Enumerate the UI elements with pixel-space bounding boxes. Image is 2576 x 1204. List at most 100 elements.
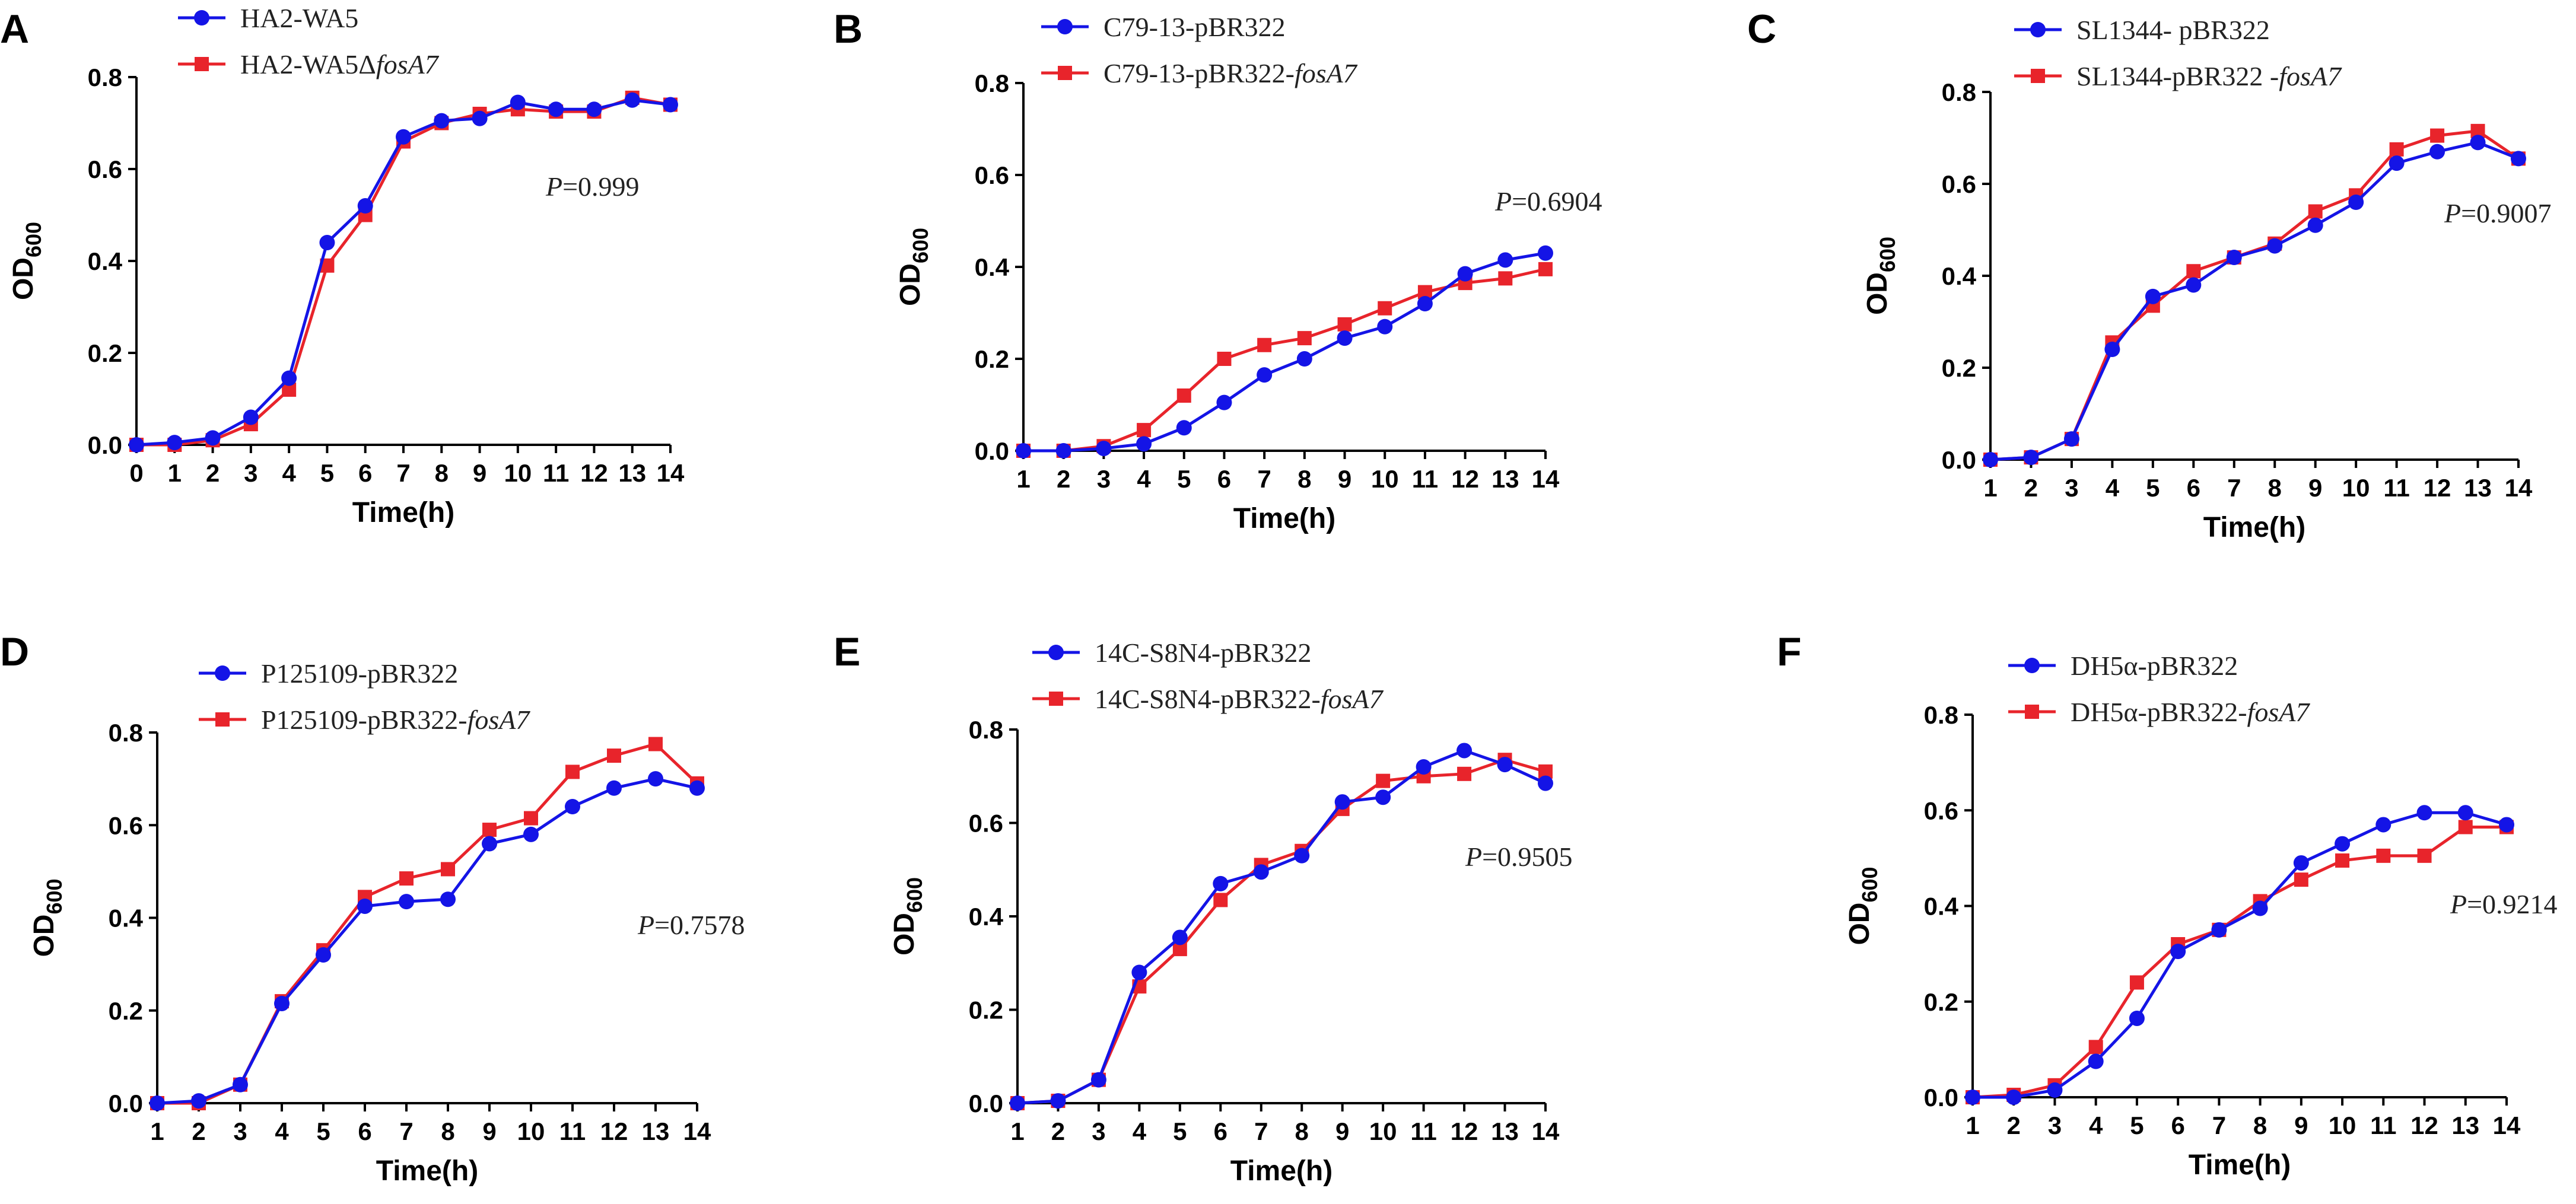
x-tick-label: 11 <box>1410 1117 1436 1145</box>
legend-label: 14C-S8N4-pBR322-fosA7 <box>1095 684 1384 714</box>
data-point <box>2226 250 2242 265</box>
legend-marker <box>1048 645 1064 660</box>
data-point <box>1176 388 1191 403</box>
data-point <box>1213 875 1229 891</box>
x-tick-label: 3 <box>233 1117 247 1145</box>
series-line <box>1017 758 1546 1105</box>
p-value-annotation: P=0.9505 <box>1465 842 1573 872</box>
y-axis-title-subscript: 600 <box>1875 237 1900 272</box>
data-point <box>150 1095 165 1111</box>
legend-entry: SL1344-pBR322 -fosA7 <box>2014 61 2342 91</box>
data-point <box>1216 394 1232 410</box>
data-point <box>1176 420 1192 436</box>
data-point <box>1337 317 1352 332</box>
x-tick-label: 14 <box>657 459 685 487</box>
data-point <box>1538 775 1553 791</box>
data-point <box>2376 848 2391 863</box>
data-point <box>1457 766 1472 781</box>
legend-label-gene: fosA7 <box>1295 58 1358 88</box>
x-tick-label: 8 <box>441 1117 454 1145</box>
x-tick-label: 4 <box>2106 474 2120 502</box>
data-point <box>1497 252 1513 268</box>
series-line <box>1990 129 2520 461</box>
x-tick-label: 1 <box>168 459 182 487</box>
legend-marker <box>1058 66 1072 80</box>
x-tick-label: 4 <box>275 1117 289 1145</box>
data-point <box>2511 151 2526 167</box>
x-tick-label: 12 <box>2410 1111 2438 1139</box>
legend-label-text: HA2-WA5Δ <box>240 49 376 79</box>
y-tick-label: 0.2 <box>1942 354 1976 382</box>
y-axis-title-main: OD <box>1862 272 1893 315</box>
data-point <box>689 780 705 796</box>
x-tick-label: 0 <box>129 459 143 487</box>
series-line <box>157 777 698 1105</box>
data-point <box>2145 288 2161 304</box>
data-point <box>1983 452 1998 467</box>
data-point <box>1538 245 1553 261</box>
data-point <box>2023 450 2039 466</box>
y-axis-title: OD600 <box>889 877 927 955</box>
series-line <box>1972 825 2507 1099</box>
legend-entry: P125109-pBR322-fosA7 <box>199 705 530 735</box>
x-tick-label: 7 <box>2212 1111 2226 1139</box>
series-blue <box>1010 743 1553 1111</box>
legend-entry: DH5α-pBR322-fosA7 <box>2008 697 2310 727</box>
data-point <box>2129 975 2144 990</box>
data-point <box>1498 271 1513 286</box>
data-point <box>1137 423 1152 438</box>
x-tick-label: 1 <box>1010 1117 1024 1145</box>
data-point <box>167 435 183 451</box>
series-blue <box>1016 245 1553 458</box>
data-point <box>129 437 144 453</box>
x-tick-label: 14 <box>2493 1111 2521 1139</box>
data-point <box>357 198 373 214</box>
x-tick-label: 6 <box>1214 1117 1227 1145</box>
data-point <box>2458 820 2473 834</box>
legend-entry: 14C-S8N4-pBR322 <box>1032 638 1311 668</box>
x-tick-label: 9 <box>473 459 486 487</box>
series-blue <box>1983 135 2526 467</box>
series-line <box>157 742 698 1105</box>
x-tick-label: 4 <box>1137 465 1151 493</box>
data-point <box>357 898 373 914</box>
y-tick-label: 0.0 <box>1924 1084 1958 1111</box>
legend-label-gene: fosA7 <box>2247 697 2311 727</box>
data-point <box>1297 331 1312 346</box>
x-tick-label: 5 <box>316 1117 330 1145</box>
data-point <box>1050 1093 1066 1109</box>
p-value-symbol: P <box>2444 198 2461 228</box>
y-tick-label: 0.4 <box>109 904 144 932</box>
data-point <box>1257 337 1272 352</box>
y-axis-title: OD600 <box>28 878 66 957</box>
data-point <box>1965 1090 1980 1105</box>
x-tick-label: 5 <box>2130 1111 2144 1139</box>
legend-entry: C79-13-pBR322 <box>1041 12 1286 42</box>
data-point <box>1296 351 1312 367</box>
data-point <box>1055 443 1071 458</box>
y-tick-label: 0.4 <box>969 903 1004 931</box>
x-tick-label: 9 <box>482 1117 496 1145</box>
series-blue <box>150 771 705 1111</box>
x-tick-label: 10 <box>1369 1117 1397 1145</box>
data-point <box>1217 352 1232 366</box>
x-tick-label: 13 <box>1491 1117 1519 1145</box>
data-point <box>2429 144 2445 160</box>
series-line <box>136 96 671 447</box>
y-axis-title: OD600 <box>1844 867 1882 945</box>
data-point <box>1334 794 1350 810</box>
x-axis-title: Time(h) <box>2189 1149 2291 1181</box>
x-tick-label: 14 <box>683 1117 711 1145</box>
x-tick-label: 11 <box>2370 1111 2396 1139</box>
data-point <box>1497 757 1513 773</box>
y-tick-label: 0.6 <box>975 161 1009 189</box>
p-value-annotation: P=0.999 <box>545 171 640 202</box>
data-point <box>1257 367 1273 383</box>
panel-d: D0.00.20.40.60.81 2 3 4 5 6 7 8 9 10 11 12 13 14Time(… <box>0 629 745 1187</box>
panel-b: B0.00.20.40.60.81 2 3 4 5 6 7 8 9 10 11 12 13 14Time(… <box>834 7 1602 534</box>
legend-label-text: DH5α-pBR322 <box>2071 651 2238 681</box>
data-point <box>1457 266 1473 282</box>
panel-letter: B <box>834 7 863 52</box>
legend-label-text: P125109-pBR322- <box>261 705 468 735</box>
